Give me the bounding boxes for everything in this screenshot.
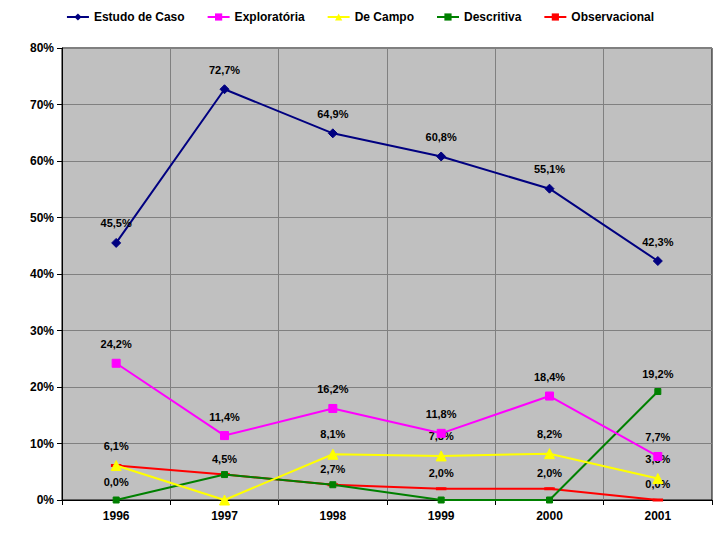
- svg-text:6,1%: 6,1%: [104, 440, 129, 452]
- svg-text:De Campo: De Campo: [355, 10, 414, 24]
- svg-text:2,0%: 2,0%: [429, 467, 454, 479]
- svg-text:50%: 50%: [30, 211, 54, 225]
- svg-text:11,8%: 11,8%: [426, 408, 457, 420]
- svg-text:18,4%: 18,4%: [534, 371, 565, 383]
- svg-text:1997: 1997: [211, 509, 238, 523]
- svg-text:7,8%: 7,8%: [428, 429, 454, 442]
- svg-text:Estudo de Caso: Estudo de Caso: [94, 10, 185, 24]
- svg-text:72,7%: 72,7%: [209, 64, 240, 76]
- svg-text:70%: 70%: [30, 98, 54, 112]
- svg-text:64,9%: 64,9%: [317, 108, 348, 120]
- svg-text:45,5%: 45,5%: [101, 217, 132, 229]
- svg-text:16,2%: 16,2%: [317, 383, 348, 395]
- svg-text:3,8%: 3,8%: [645, 453, 670, 465]
- svg-text:4,5%: 4,5%: [212, 453, 237, 465]
- svg-text:1998: 1998: [319, 509, 346, 523]
- svg-text:60%: 60%: [30, 154, 54, 168]
- svg-text:2,0%: 2,0%: [537, 467, 562, 479]
- svg-text:19,2%: 19,2%: [642, 368, 673, 380]
- svg-text:2,7%: 2,7%: [320, 463, 345, 475]
- svg-text:2001: 2001: [644, 509, 671, 523]
- svg-text:2000: 2000: [536, 509, 563, 523]
- svg-text:1999: 1999: [428, 509, 455, 523]
- svg-text:0,0%: 0,0%: [645, 478, 671, 490]
- svg-text:55,1%: 55,1%: [534, 163, 565, 175]
- svg-text:40%: 40%: [30, 267, 54, 281]
- svg-text:80%: 80%: [30, 41, 54, 55]
- svg-text:Descritiva: Descritiva: [464, 10, 522, 24]
- svg-text:42,3%: 42,3%: [642, 236, 673, 248]
- svg-text:0%: 0%: [37, 493, 55, 507]
- svg-text:8,2%: 8,2%: [537, 428, 562, 440]
- svg-text:8,1%: 8,1%: [320, 428, 345, 440]
- svg-text:24,2%: 24,2%: [101, 338, 132, 350]
- svg-text:Observacional: Observacional: [571, 10, 654, 24]
- svg-text:10%: 10%: [30, 437, 54, 451]
- svg-text:60,8%: 60,8%: [426, 131, 457, 143]
- svg-text:1996: 1996: [103, 509, 130, 523]
- svg-text:20%: 20%: [30, 380, 54, 394]
- svg-text:7,7%: 7,7%: [645, 431, 670, 443]
- svg-text:0,0%: 0,0%: [104, 476, 129, 488]
- svg-text:30%: 30%: [30, 324, 54, 338]
- svg-text:Exploratória: Exploratória: [235, 10, 305, 24]
- svg-text:11,4%: 11,4%: [209, 411, 240, 423]
